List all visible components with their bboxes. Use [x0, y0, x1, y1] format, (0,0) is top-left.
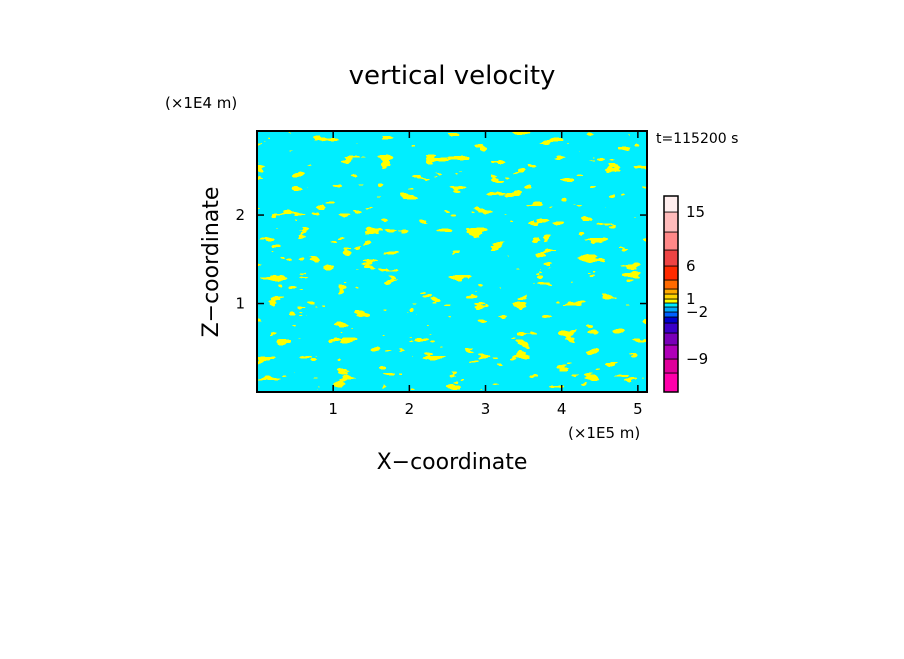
y-ticks: 12 — [235, 206, 647, 313]
colorbar-segment — [663, 293, 679, 300]
y-axis-label: Z−coordinate — [199, 187, 224, 338]
time-label: t=115200 s — [656, 131, 738, 147]
x-tick-label: 1 — [328, 400, 338, 418]
y-tick-label: 2 — [235, 206, 245, 224]
x-axis-label: X−coordinate — [377, 450, 528, 475]
chart-title: vertical velocity — [349, 61, 556, 91]
x-tick-label: 5 — [633, 400, 643, 418]
plot-frame — [256, 130, 648, 393]
colorbar-segment — [663, 306, 679, 313]
colorbar-label: 6 — [686, 257, 696, 275]
positive-field — [257, 131, 647, 392]
colorbar-segment — [663, 344, 679, 360]
plot-area — [257, 131, 647, 392]
colorbar: 15 6 1−2 −9 — [663, 195, 708, 393]
colorbar-label: −9 — [686, 350, 708, 368]
colorbar-segment — [663, 322, 679, 334]
x-tick-label: 3 — [481, 400, 491, 418]
colorbar-segment — [663, 265, 679, 281]
colorbar-segment — [663, 195, 679, 213]
x-ticks: 1 2 3 4 5 — [328, 131, 643, 418]
colorbar-segment — [663, 298, 679, 304]
colorbar-segment — [663, 311, 679, 318]
colorbar-segment — [663, 358, 679, 374]
colorbar-label: 15 — [686, 203, 705, 221]
colorbar-label: 1 — [686, 290, 696, 308]
colorbar-segment — [663, 372, 679, 393]
y-tick-label: 1 — [235, 295, 245, 313]
colorbar-segment — [663, 302, 679, 308]
colorbar-segment — [663, 316, 679, 324]
colorbar-segment — [663, 211, 679, 233]
colorbar-segment — [663, 332, 679, 346]
colorbar-segment — [663, 279, 679, 290]
x-tick-label: 4 — [557, 400, 567, 418]
colorbar-segment — [663, 288, 679, 295]
y-unit-label: (×1E4 m) — [165, 94, 237, 112]
colorbar-segment — [663, 231, 679, 251]
colorbar-label: −2 — [686, 303, 708, 321]
x-tick-label: 2 — [405, 400, 415, 418]
colorbar-frame — [663, 195, 679, 393]
colorbar-segment — [663, 249, 679, 267]
x-unit-label: (×1E5 m) — [568, 424, 640, 442]
